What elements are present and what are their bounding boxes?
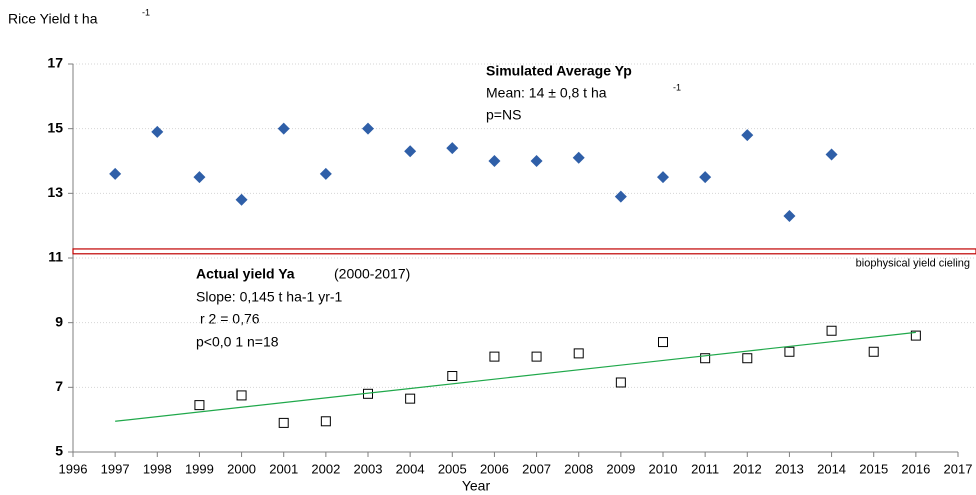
x-tick-label: 2004 bbox=[396, 461, 425, 476]
annotation-yp-title: Simulated Average Yp bbox=[486, 63, 632, 79]
annotation-yp-exponent: -1 bbox=[673, 82, 681, 92]
x-tick-label: 2017 bbox=[944, 461, 973, 476]
x-tick-label: 1999 bbox=[185, 461, 214, 476]
ya-point bbox=[194, 400, 205, 411]
annotation-ya-period: (2000-2017) bbox=[334, 266, 410, 282]
y-tick-label: 17 bbox=[47, 55, 63, 71]
y-tick-label: 9 bbox=[55, 313, 63, 329]
y-axis-title: Rice Yield t ha bbox=[8, 11, 98, 27]
x-axis-title: Year bbox=[462, 478, 491, 494]
ya-point bbox=[910, 330, 921, 341]
annotation-yp-mean: Mean: 14 ± 0,8 t ha bbox=[486, 85, 607, 101]
y-axis-title-exponent: -1 bbox=[142, 7, 150, 17]
ya-point bbox=[658, 337, 668, 348]
yp-point bbox=[572, 151, 585, 164]
ya-point bbox=[531, 351, 542, 362]
annotation-ya-p: p<0,0 1 n=18 bbox=[196, 334, 279, 350]
yp-point bbox=[362, 122, 374, 135]
yp-point bbox=[277, 122, 290, 135]
ya-point bbox=[236, 390, 247, 401]
yp-point bbox=[488, 155, 501, 167]
ya-point bbox=[868, 346, 879, 357]
x-tick-label: 2015 bbox=[859, 461, 888, 476]
x-tick-label: 2008 bbox=[564, 461, 593, 476]
x-tick-label: 2003 bbox=[354, 461, 383, 476]
x-tick-label: 2016 bbox=[901, 461, 930, 476]
trend-line bbox=[115, 331, 916, 422]
x-tick-label: 2014 bbox=[817, 461, 846, 476]
yp-point bbox=[699, 171, 712, 184]
annotation-yp-p: p=NS bbox=[486, 107, 521, 123]
yp-point bbox=[530, 155, 543, 167]
yp-point bbox=[109, 167, 122, 180]
x-tick-label: 2012 bbox=[733, 461, 762, 476]
ya-point bbox=[742, 353, 753, 364]
ya-point bbox=[826, 325, 837, 336]
ceiling-band bbox=[72, 248, 976, 255]
x-tick-label: 1996 bbox=[59, 461, 88, 476]
annotation-ya-r2: r 2 = 0,76 bbox=[200, 311, 260, 327]
ceiling-label: biophysical yield cieling bbox=[856, 258, 970, 270]
y-tick-label: 13 bbox=[47, 184, 63, 200]
yp-point bbox=[741, 129, 754, 142]
ya-point bbox=[700, 353, 711, 364]
x-tick-label: 2011 bbox=[691, 461, 719, 476]
x-tick-label: 1998 bbox=[143, 461, 172, 476]
y-tick-label: 15 bbox=[47, 119, 63, 135]
x-tick-label: 2009 bbox=[606, 461, 635, 476]
annotation-ya-title: Actual yield Ya bbox=[196, 266, 295, 282]
y-tick-label: 7 bbox=[55, 378, 63, 394]
ya-point bbox=[405, 393, 416, 404]
annotation-ya-slope: Slope: 0,145 t ha-1 yr-1 bbox=[196, 289, 343, 305]
yp-point bbox=[446, 142, 459, 155]
ya-point bbox=[615, 377, 626, 388]
yp-point bbox=[825, 148, 838, 161]
yp-point bbox=[193, 171, 206, 184]
x-tick-label: 2000 bbox=[227, 461, 256, 476]
yp-point bbox=[235, 193, 248, 206]
ya-point bbox=[573, 348, 584, 359]
yp-point bbox=[783, 209, 796, 222]
x-tick-label: 2001 bbox=[269, 461, 298, 476]
ya-point bbox=[784, 346, 795, 357]
x-tick-label: 2010 bbox=[649, 461, 678, 476]
ya-point bbox=[320, 416, 331, 427]
yp-point bbox=[614, 190, 627, 203]
x-tick-label: 2005 bbox=[438, 461, 467, 476]
x-tick-label: 2002 bbox=[311, 461, 340, 476]
ya-point bbox=[447, 371, 458, 382]
yp-point bbox=[319, 167, 332, 180]
x-tick-label: 2013 bbox=[775, 461, 804, 476]
x-tick-label: 1997 bbox=[101, 461, 130, 476]
ya-point bbox=[489, 351, 500, 362]
x-tick-label: 2006 bbox=[480, 461, 509, 476]
ya-point bbox=[278, 417, 289, 428]
yp-point bbox=[657, 171, 669, 184]
y-tick-label: 5 bbox=[55, 443, 63, 459]
yp-point bbox=[151, 125, 164, 138]
x-tick-label: 2007 bbox=[522, 461, 551, 476]
yp-point bbox=[404, 145, 417, 158]
y-tick-label: 11 bbox=[48, 249, 63, 265]
